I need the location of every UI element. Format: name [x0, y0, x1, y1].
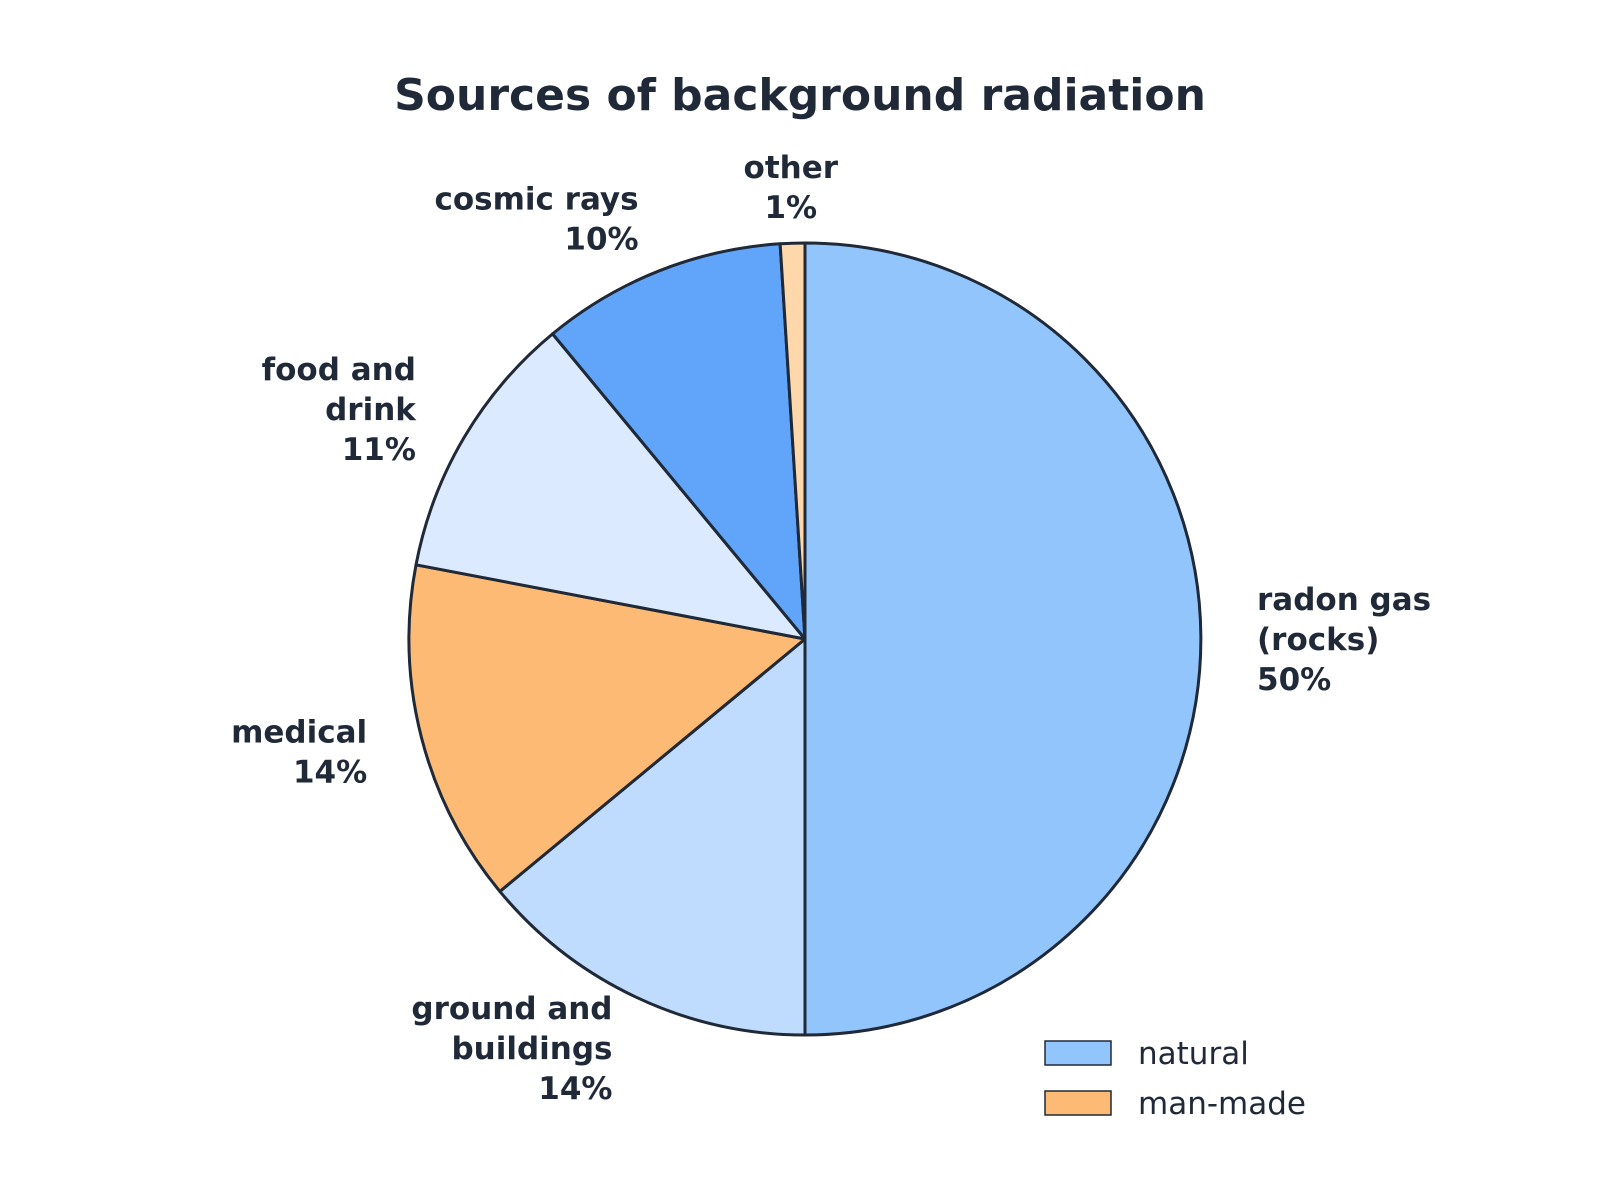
slice-value-label: 14%	[293, 754, 367, 790]
pie-slices	[407, 241, 1203, 1037]
slice-value-label: 10%	[564, 222, 638, 258]
slice-value-label: 50%	[1257, 662, 1331, 698]
slice-label-radon-gas-rocks: radon gas (rocks) 50%	[1257, 582, 1431, 698]
pie-slice-ground-and-buildings	[498, 637, 807, 1037]
slice-label-line: other	[744, 150, 839, 186]
slice-label-line: (rocks)	[1257, 622, 1379, 658]
slice-value-label: 1%	[764, 190, 817, 226]
slice-labels: radon gas (rocks) 50% ground and buildings 14…	[231, 150, 1431, 1107]
legend-swatch-natural	[1044, 1040, 1112, 1066]
slice-label-line: ground and	[411, 991, 612, 1027]
slice-label-line: buildings	[451, 1031, 612, 1067]
pie-slice-cosmic-rays	[551, 242, 807, 641]
pie-slice-radon-gas-rocks	[803, 241, 1203, 1037]
pie-slice-other	[778, 241, 807, 641]
slice-label-medical: medical 14%	[231, 714, 367, 790]
legend-label-natural: natural	[1138, 1036, 1249, 1072]
slice-label-ground-and-buildings: ground and buildings 14%	[411, 991, 612, 1107]
slice-label-line: medical	[231, 714, 367, 750]
slice-label-food-and-drink: food and drink 11%	[262, 352, 418, 468]
slice-label-line: cosmic rays	[434, 182, 638, 218]
legend-swatch-man-made	[1044, 1090, 1112, 1116]
legend-label-man-made: man-made	[1138, 1086, 1306, 1122]
slice-value-label: 11%	[342, 432, 416, 468]
legend: natural man-made	[1044, 1036, 1306, 1122]
slice-value-label: 14%	[538, 1071, 612, 1107]
slice-label-other: other 1%	[744, 150, 839, 226]
slice-label-cosmic-rays: cosmic rays 10%	[434, 182, 638, 258]
slice-label-line: food and	[262, 352, 416, 388]
chart-title: Sources of background radiation	[394, 70, 1206, 121]
slice-label-line: radon gas	[1257, 582, 1431, 618]
slice-label-line: drink	[325, 392, 417, 428]
pie-slice-medical	[407, 563, 807, 893]
pie-slice-food-and-drink	[414, 332, 807, 641]
